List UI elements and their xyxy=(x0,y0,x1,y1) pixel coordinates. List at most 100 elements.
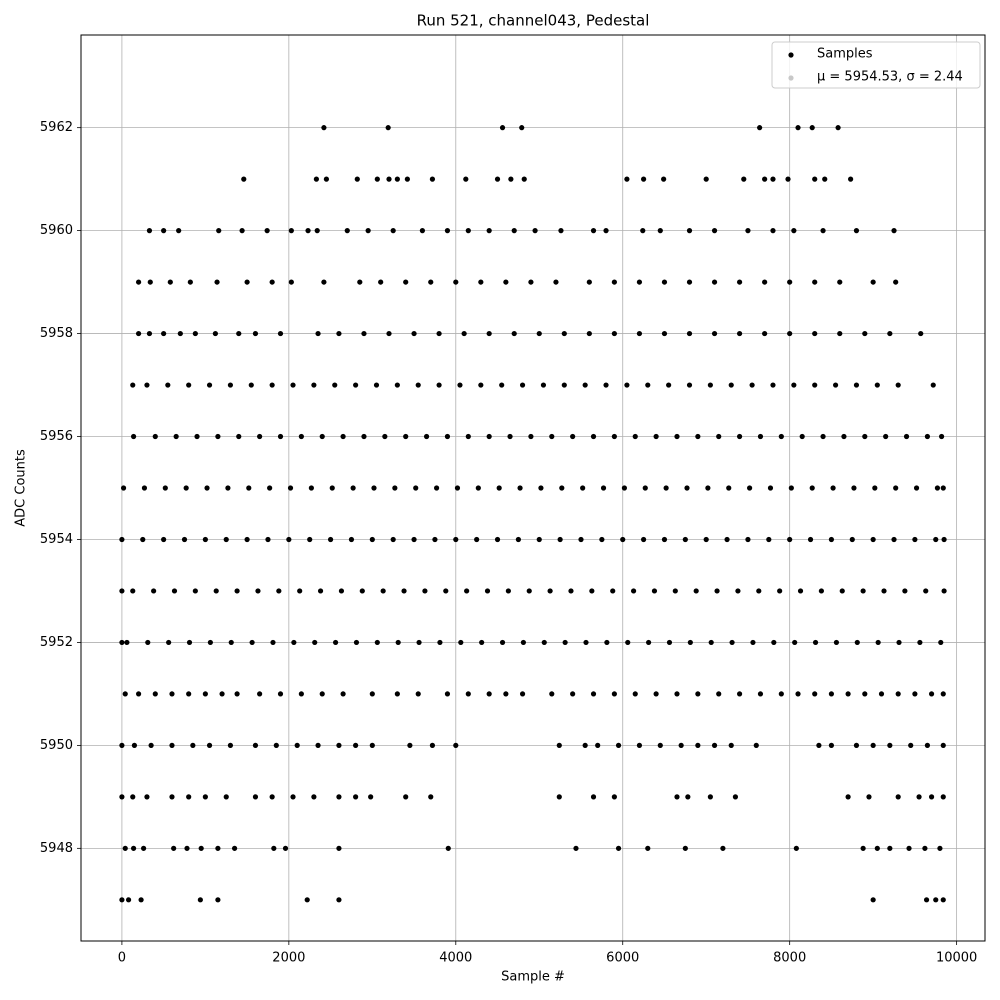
data-point xyxy=(570,433,576,440)
data-point xyxy=(445,845,451,851)
data-point xyxy=(917,639,923,646)
data-point xyxy=(862,330,868,337)
data-point xyxy=(812,176,818,182)
data-point xyxy=(444,433,451,440)
data-point xyxy=(151,588,157,594)
data-point xyxy=(407,742,413,748)
data-point xyxy=(359,588,365,594)
data-point xyxy=(632,433,638,440)
data-point xyxy=(615,742,622,748)
data-point xyxy=(453,536,459,543)
data-point xyxy=(225,485,231,491)
data-point xyxy=(461,330,467,337)
data-point xyxy=(630,588,637,594)
data-point xyxy=(202,794,208,800)
data-point xyxy=(401,588,407,594)
data-point xyxy=(187,279,193,285)
data-point xyxy=(507,433,513,440)
data-point xyxy=(928,794,935,800)
data-point xyxy=(140,536,146,543)
data-point xyxy=(273,742,279,748)
data-point xyxy=(583,639,589,646)
data-point xyxy=(711,742,718,748)
data-point xyxy=(515,536,521,543)
data-point xyxy=(315,330,321,337)
data-point xyxy=(732,794,739,800)
data-point xyxy=(777,588,783,594)
data-point xyxy=(770,228,776,234)
data-point xyxy=(726,485,732,491)
data-point xyxy=(321,125,327,131)
data-point xyxy=(505,588,511,594)
data-point xyxy=(590,433,597,440)
data-point xyxy=(891,536,897,543)
data-point xyxy=(119,897,125,903)
data-point xyxy=(184,845,190,851)
data-point xyxy=(851,485,857,491)
data-point xyxy=(411,330,417,337)
data-point xyxy=(385,125,391,131)
data-point xyxy=(940,485,946,491)
points xyxy=(119,125,947,903)
data-point xyxy=(277,433,284,440)
data-point xyxy=(144,794,150,800)
data-point xyxy=(621,485,628,491)
chart-title: Run 521, channel043, Pedestal xyxy=(417,12,650,30)
data-point xyxy=(517,485,523,491)
data-point xyxy=(486,433,492,440)
data-point xyxy=(508,176,514,182)
data-point xyxy=(687,639,693,646)
legend-label: μ = 5954.53, σ = 2.44 xyxy=(817,70,963,85)
data-point xyxy=(152,691,158,697)
data-point xyxy=(437,639,443,646)
data-point xyxy=(264,228,270,234)
data-point xyxy=(549,691,555,697)
data-point xyxy=(336,742,342,748)
data-point xyxy=(853,382,860,388)
data-point xyxy=(820,433,826,440)
data-point xyxy=(213,588,219,594)
data-point xyxy=(741,176,747,182)
data-point xyxy=(365,228,371,234)
data-point xyxy=(436,330,442,337)
data-point xyxy=(413,485,419,491)
data-point xyxy=(223,536,229,543)
data-point xyxy=(682,536,688,543)
data-point xyxy=(736,330,743,337)
data-point xyxy=(329,485,335,491)
data-point xyxy=(411,536,417,543)
data-point xyxy=(854,639,860,646)
x-tick-label: 10000 xyxy=(936,951,977,966)
data-point xyxy=(770,176,776,182)
data-point xyxy=(465,228,471,234)
data-point xyxy=(645,382,651,388)
data-point xyxy=(707,794,713,800)
data-point xyxy=(573,845,579,851)
data-point xyxy=(762,330,768,337)
data-point xyxy=(141,485,148,491)
data-point xyxy=(895,382,901,388)
data-point xyxy=(206,382,213,388)
data-point xyxy=(728,382,734,388)
data-point xyxy=(145,639,151,646)
data-point xyxy=(653,691,659,697)
data-point xyxy=(611,691,617,697)
data-point xyxy=(887,845,893,851)
data-point xyxy=(270,639,276,646)
data-point xyxy=(937,845,943,851)
data-point xyxy=(661,330,668,337)
data-point xyxy=(870,536,876,543)
data-point xyxy=(305,228,311,234)
data-point xyxy=(119,794,125,800)
data-point xyxy=(714,588,720,594)
data-point xyxy=(176,228,182,234)
data-point xyxy=(192,330,198,337)
data-point xyxy=(611,279,617,285)
data-point xyxy=(415,382,421,388)
data-point xyxy=(906,845,912,851)
data-point xyxy=(394,382,400,388)
data-point xyxy=(403,279,409,285)
data-point xyxy=(795,125,801,131)
data-point xyxy=(580,485,586,491)
data-point xyxy=(812,279,818,285)
